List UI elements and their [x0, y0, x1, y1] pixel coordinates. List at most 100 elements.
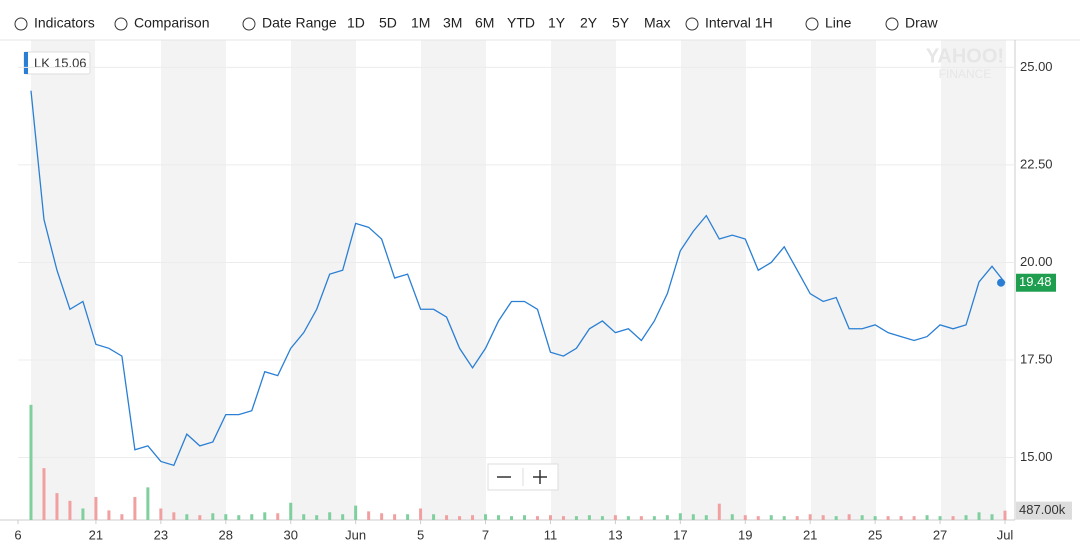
volume-bar [548, 515, 552, 520]
volume-bar [665, 515, 669, 520]
volume-bar [795, 516, 799, 520]
volume-bar [432, 514, 436, 520]
volume-bar [497, 515, 501, 520]
volume-bar [237, 515, 241, 520]
x-tick-label: 5 [417, 527, 424, 542]
volume-bar [224, 514, 228, 520]
y-tick-label: 17.50 [1020, 351, 1053, 366]
volume-bar [769, 515, 773, 520]
volume-bar [380, 513, 384, 520]
x-tick-label: 6 [14, 527, 21, 542]
watermark: FINANCE [939, 67, 992, 81]
volume-bar [587, 515, 591, 520]
volume-bar [860, 515, 864, 520]
toolbar-button[interactable]: 1Y [548, 15, 566, 31]
toolbar-button[interactable]: YTD [507, 15, 535, 31]
volume-bar [55, 493, 59, 520]
volume-bar [94, 496, 98, 520]
toolbar-button[interactable]: Draw [905, 15, 939, 31]
volume-bar [756, 516, 760, 520]
volume-bar [717, 503, 721, 520]
x-tick-label: 7 [482, 527, 489, 542]
x-tick-label: 28 [219, 527, 233, 542]
volume-bar [522, 515, 526, 520]
volume-bar [652, 516, 656, 520]
x-tick-label: 19 [738, 527, 752, 542]
toolbar-button[interactable]: Line [825, 15, 852, 31]
toolbar-button[interactable]: 5Y [612, 15, 630, 31]
volume-bar [847, 514, 851, 520]
toolbar-button[interactable]: 6M [475, 15, 494, 31]
legend: LK 15.06 [23, 51, 91, 75]
volume-bar [691, 514, 695, 520]
volume-bar [886, 516, 890, 520]
price-line [30, 90, 1006, 467]
toolbar-button[interactable]: 1M [411, 15, 430, 31]
toolbar-icon [805, 17, 819, 31]
x-tick-label: 21 [803, 527, 817, 542]
toolbar-button[interactable]: Comparison [134, 15, 209, 31]
volume-bar [81, 508, 85, 520]
toolbar-button[interactable]: Indicators [34, 15, 95, 31]
volume-bar [743, 515, 747, 520]
volume-bar [535, 516, 539, 520]
toolbar-button[interactable]: Max [644, 15, 670, 31]
toolbar-icon [685, 17, 699, 31]
volume-bar [821, 515, 825, 520]
toolbar-button[interactable]: 3M [443, 15, 462, 31]
toolbar-button[interactable]: 2Y [580, 15, 598, 31]
toolbar-icon [242, 17, 256, 31]
volume-bar [782, 516, 786, 520]
volume-bar [302, 514, 306, 520]
volume-bar [639, 516, 643, 520]
last-price-dot [997, 278, 1005, 287]
volume-bar [1003, 510, 1007, 520]
toolbar-button[interactable]: Interval 1H [705, 15, 773, 31]
volume-bar [834, 516, 838, 520]
x-tick-label: 25 [868, 527, 882, 542]
volume-bar [146, 487, 150, 520]
volume-bar [964, 515, 968, 520]
volume-bar [471, 515, 475, 520]
zoom-controls[interactable] [487, 463, 559, 491]
y-tick-label: 20.00 [1020, 254, 1053, 269]
x-tick-label: 30 [283, 527, 297, 542]
x-tick-label: Jul [997, 527, 1014, 542]
volume-bar [276, 513, 280, 520]
toolbar-icon [14, 17, 28, 31]
watermark: YAHOO! [926, 45, 1004, 67]
volume-bar [354, 505, 358, 520]
volume-bar [289, 502, 293, 520]
x-tick-label: 11 [544, 527, 558, 542]
last-price-box [1016, 273, 1056, 292]
volume-bar [393, 514, 397, 520]
volume-bar [367, 511, 371, 520]
toolbar-button[interactable]: 5D [379, 15, 397, 31]
volume-bar [263, 512, 267, 520]
volume-bar [250, 514, 254, 520]
y2-tick-box [1016, 501, 1072, 520]
volume-bar [172, 512, 176, 520]
volume-bar [990, 514, 994, 520]
toolbar-button[interactable]: 1D [347, 15, 365, 31]
volume-bar [198, 515, 202, 520]
volume-bar [406, 514, 410, 520]
y-tick-label: 22.50 [1020, 156, 1053, 171]
volume-bar [873, 516, 877, 520]
volume-bar [925, 515, 929, 520]
volume-bar [185, 514, 189, 520]
volume-bar [808, 514, 812, 520]
volume-bar [626, 516, 630, 520]
volume-bar [977, 512, 981, 520]
last-price-label: 19.48 [1019, 274, 1052, 289]
toolbar-button[interactable]: Date Range [262, 15, 337, 31]
volume-bar [419, 508, 423, 520]
volume-bar [951, 516, 955, 520]
volume-bar [29, 404, 33, 520]
volume-bar [133, 496, 137, 520]
legend-name: LK [34, 55, 50, 70]
volume-bar [315, 515, 319, 520]
volume-bar [600, 516, 604, 520]
x-tick-label: 27 [933, 527, 947, 542]
volume-bar [328, 512, 332, 520]
